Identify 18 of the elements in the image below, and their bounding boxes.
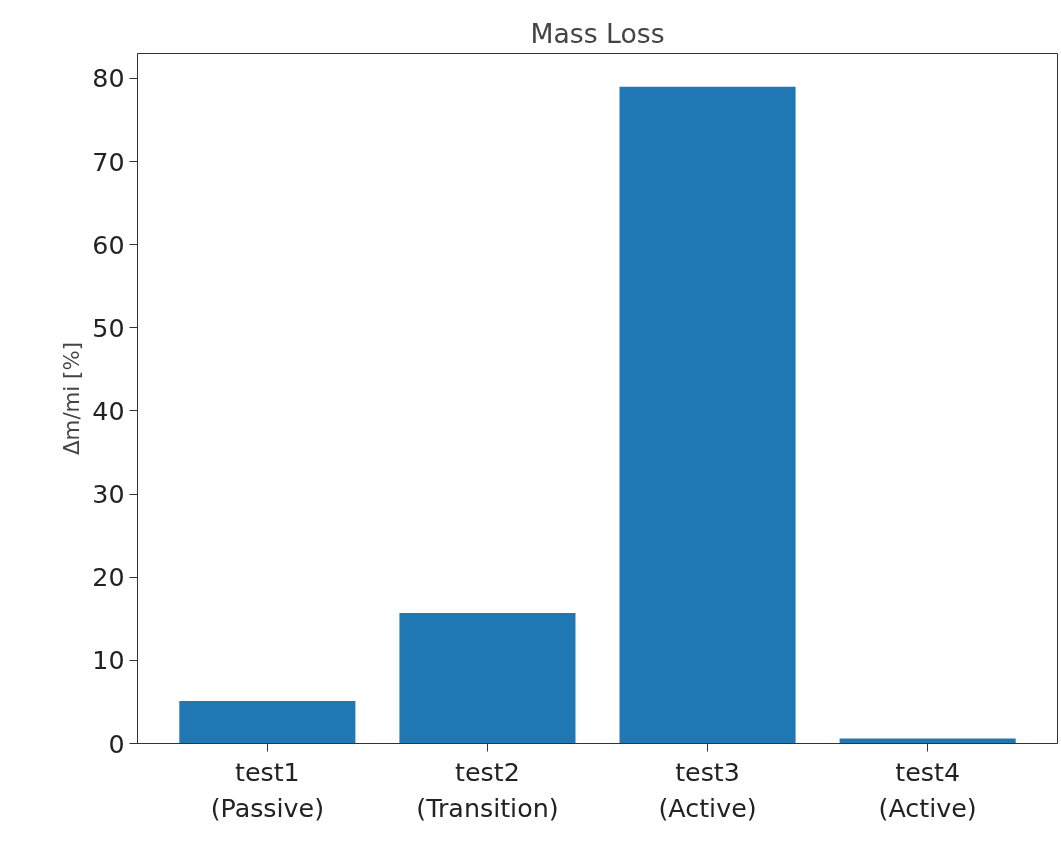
x-tick-label: test2 (Transition) xyxy=(416,756,559,823)
y-tick-label: 50 xyxy=(92,312,125,343)
y-tick-label: 0 xyxy=(108,728,125,759)
x-tick-label: test3 (Active) xyxy=(658,756,757,823)
y-axis-title: Δm/mi [%] xyxy=(59,342,85,455)
x-tick-label: test1 (Passive) xyxy=(210,756,325,823)
chart-title: Mass Loss xyxy=(530,17,665,49)
y-tick-label: 40 xyxy=(92,395,125,426)
y-tick-label: 30 xyxy=(92,479,125,510)
y-tick-label: 10 xyxy=(92,645,125,676)
x-tick-label: test4 (Active) xyxy=(878,756,977,823)
y-tick-label: 70 xyxy=(92,146,125,177)
bar xyxy=(179,701,356,744)
y-tick-label: 20 xyxy=(92,562,125,593)
bar xyxy=(619,86,796,744)
bar xyxy=(399,612,576,744)
y-tick-label: 80 xyxy=(92,63,125,94)
y-tick-label: 60 xyxy=(92,229,125,260)
